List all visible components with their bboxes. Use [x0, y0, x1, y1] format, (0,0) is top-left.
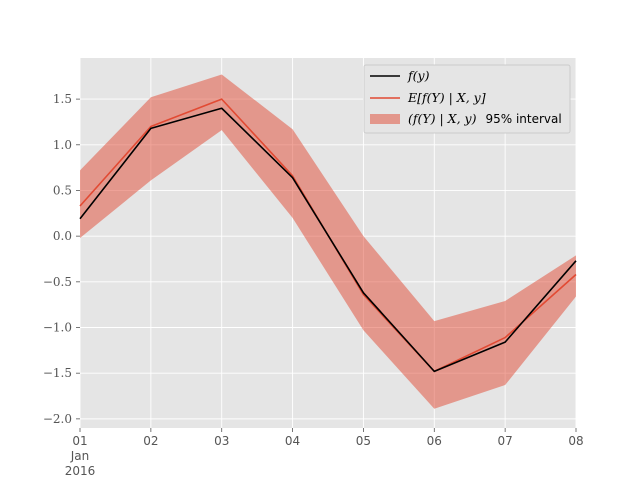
x-tick-label: 03	[214, 434, 229, 448]
y-axis: −2.0 −1.5 −1.0 −0.5 0.0 0.5 1.0 1.5	[43, 92, 80, 426]
y-tick-label: −0.5	[43, 275, 72, 289]
y-tick-label: 0.0	[53, 229, 72, 243]
x-tick-label: 08	[568, 434, 583, 448]
x-tick-label: 02	[143, 434, 158, 448]
legend-box	[363, 64, 571, 134]
legend-label-expectation: E[f(Y) | X, y]	[407, 90, 486, 105]
x-tick-label: 07	[498, 434, 513, 448]
y-tick-label: −1.0	[43, 321, 72, 335]
y-tick-label: −2.0	[43, 412, 72, 426]
x-tick-label: 01	[72, 434, 87, 448]
x-tick-label: 05	[356, 434, 371, 448]
y-tick-label: 1.5	[53, 92, 72, 106]
x-secondary-label-month: Jan	[70, 449, 90, 463]
interval-band	[80, 74, 576, 409]
legend-label-interval-text: 95% interval	[485, 112, 561, 126]
x-secondary-label-year: 2016	[65, 464, 96, 478]
legend-swatch-interval	[370, 114, 400, 124]
x-tick-label: 04	[285, 434, 300, 448]
interval-band-layer	[80, 74, 576, 409]
series-lines-layer	[79, 98, 577, 373]
x-axis: Jan 2016 01 02 03 04 05 06 07 08	[65, 428, 584, 478]
x-tick-label: 06	[427, 434, 442, 448]
legend: f(y) E[f(Y) | X, y] (f(Y) | X, y) 95% in…	[363, 64, 571, 134]
y-tick-label: 1.0	[53, 138, 72, 152]
y-tick-label: −1.5	[43, 366, 72, 380]
legend-label-interval-math: (f(Y) | X, y)	[408, 111, 477, 126]
f-y-line	[79, 107, 577, 373]
legend-label-f-y: f(y)	[407, 68, 430, 83]
y-tick-label: 0.5	[53, 183, 72, 197]
legend-label-interval: (f(Y) | X, y) 95% interval	[408, 110, 562, 127]
